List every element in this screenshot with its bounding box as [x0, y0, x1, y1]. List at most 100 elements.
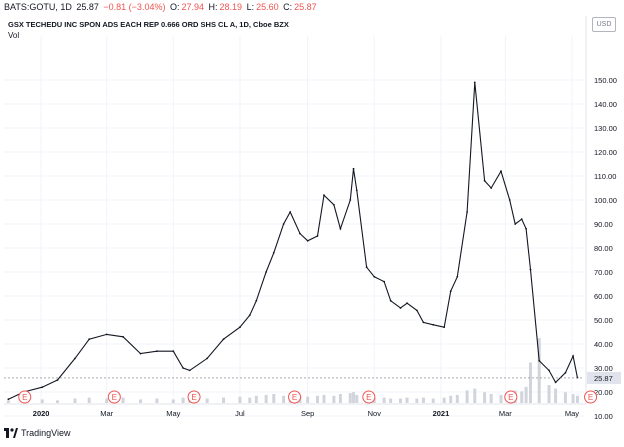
- volume-bar: [563, 392, 567, 403]
- y-tick-label: 120.00: [594, 148, 617, 157]
- last-price-label: 25.87: [594, 374, 613, 383]
- price-point: [554, 381, 557, 384]
- low-value: 25.60: [256, 2, 279, 12]
- price-point: [56, 379, 59, 381]
- price-series-line: [8, 82, 578, 400]
- earnings-marker[interactable]: [288, 390, 302, 404]
- price-point: [466, 211, 469, 213]
- price-point: [323, 194, 325, 197]
- earnings-marker[interactable]: [187, 390, 201, 404]
- price-point: [355, 189, 358, 192]
- y-tick-label: 130.00: [594, 124, 617, 133]
- symbol-header: BATS:GOTU, 1D 25.87 −0.81 (−3.04%) O: 27.…: [4, 2, 319, 12]
- earnings-marker[interactable]: [18, 390, 32, 404]
- y-tick-label: 140.00: [594, 100, 617, 109]
- price-point: [572, 355, 574, 357]
- volume-bar: [547, 385, 551, 403]
- earnings-marker-label: E: [22, 393, 27, 402]
- volume-bar: [272, 394, 276, 403]
- x-tick-label: Jul: [235, 409, 245, 418]
- price-point: [182, 367, 185, 369]
- price-point: [352, 167, 355, 170]
- price-point: [74, 357, 76, 360]
- volume-bar: [338, 394, 342, 403]
- price-point: [365, 266, 368, 269]
- volume-bar: [332, 395, 336, 403]
- volume-bar: [56, 400, 60, 403]
- x-tick-label: Sep: [301, 409, 314, 418]
- y-tick-label: 30.00: [594, 364, 613, 373]
- price-point: [299, 232, 301, 235]
- price-point: [564, 371, 567, 374]
- tradingview-logo[interactable]: TradingView: [4, 428, 71, 438]
- price-point: [7, 398, 10, 401]
- y-tick-label: 110.00: [594, 172, 616, 181]
- volume-label[interactable]: Vol: [8, 31, 20, 40]
- volume-bar: [264, 394, 268, 403]
- tradingview-icon: [4, 428, 18, 438]
- volume-bar: [155, 398, 159, 403]
- price-point: [172, 350, 175, 353]
- x-tick-label: 2020: [33, 409, 50, 418]
- x-tick-label: May: [565, 409, 579, 418]
- volume-bar: [105, 398, 109, 403]
- volume-bar: [73, 398, 77, 403]
- earnings-marker-label: E: [191, 393, 196, 402]
- open-value: 27.94: [181, 2, 205, 12]
- earnings-marker-label: E: [112, 393, 117, 402]
- price-point: [122, 335, 124, 338]
- volume-bar: [537, 338, 541, 403]
- price-point: [406, 302, 408, 305]
- volume-bar: [171, 399, 175, 403]
- price-point: [389, 299, 392, 302]
- x-tick-label: 2021: [433, 409, 450, 418]
- volume-bar: [528, 362, 532, 403]
- price-point: [206, 357, 209, 360]
- price-point: [105, 333, 108, 336]
- price-point: [306, 239, 309, 242]
- price-point: [156, 350, 158, 353]
- volume-bar: [40, 399, 44, 403]
- high-value: 28.19: [219, 2, 243, 12]
- close-value: 25.87: [294, 2, 317, 12]
- x-tick-label: May: [166, 409, 180, 418]
- price-point: [272, 251, 275, 254]
- instrument-title: GSX TECHEDU INC SPON ADS EACH REP 0.666 …: [8, 20, 289, 29]
- low-label: L:: [246, 2, 255, 12]
- earnings-marker-label: E: [292, 393, 297, 402]
- volume-bar: [483, 392, 487, 403]
- y-tick-label: 40.00: [594, 340, 613, 349]
- price-point: [316, 235, 319, 237]
- symbol-label[interactable]: BATS:GOTU, 1D: [4, 2, 72, 12]
- price-point: [449, 290, 452, 293]
- earnings-marker-label: E: [588, 393, 593, 402]
- volume-bar: [465, 390, 469, 403]
- earnings-marker[interactable]: [107, 390, 121, 404]
- price-point: [548, 369, 550, 372]
- change-value: −0.81 (−3.04%): [103, 2, 166, 12]
- x-tick-label: Mar: [100, 409, 113, 418]
- price-point: [255, 299, 258, 302]
- price-point: [399, 307, 402, 309]
- price-point: [432, 323, 435, 326]
- y-tick-label: 50.00: [594, 316, 613, 325]
- open-label: O:: [169, 2, 180, 12]
- price-point: [456, 275, 459, 278]
- y-tick-label: 70.00: [594, 268, 613, 277]
- volume-bar: [431, 398, 435, 403]
- earnings-marker[interactable]: [362, 390, 376, 404]
- earnings-marker[interactable]: [584, 390, 598, 404]
- earnings-marker[interactable]: [504, 390, 518, 404]
- price-point: [332, 203, 335, 206]
- price-point: [282, 223, 285, 225]
- currency-button[interactable]: USD: [592, 17, 616, 32]
- volume-bar: [489, 394, 493, 403]
- close-label: C:: [283, 2, 293, 12]
- volume-bar: [524, 386, 528, 403]
- tradingview-name: TradingView: [21, 428, 71, 438]
- volume-bar: [181, 397, 185, 403]
- price-point: [349, 199, 352, 201]
- last-price-tag: [587, 371, 621, 384]
- volume-bar: [355, 394, 359, 403]
